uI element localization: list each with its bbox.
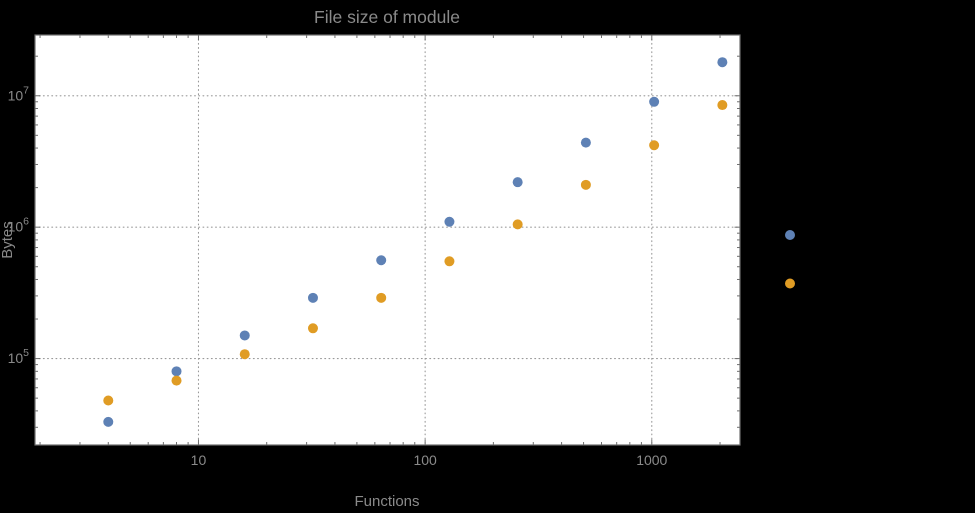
tick-labels-layer: 10 100 1000 105 106 107 — [8, 84, 668, 468]
y-tick-label: 106 — [8, 216, 30, 235]
x-axis-label: Functions — [354, 493, 419, 510]
data-point-series-1 — [171, 366, 182, 377]
legend-marker-series-2 — [785, 278, 795, 289]
legend — [785, 230, 795, 289]
plot-area — [35, 35, 740, 445]
data-point-series-1 — [103, 416, 114, 427]
x-tick-label: 100 — [413, 452, 437, 468]
x-tick-label: 10 — [191, 452, 207, 468]
data-point-series-1 — [512, 177, 523, 188]
data-point-series-2 — [103, 395, 114, 406]
data-point-series-2 — [512, 219, 523, 230]
data-point-series-2 — [580, 179, 591, 190]
data-point-series-1 — [717, 57, 728, 68]
y-tick-label: 107 — [8, 84, 30, 103]
chart-title: File size of module — [314, 7, 460, 27]
data-point-series-1 — [444, 216, 455, 227]
x-tick-label: 1000 — [636, 452, 667, 468]
data-point-series-2 — [239, 349, 250, 360]
data-point-series-1 — [307, 292, 318, 303]
y-axis-label: Bytes — [0, 221, 16, 259]
legend-marker-series-1 — [785, 230, 795, 240]
data-point-series-2 — [376, 292, 387, 303]
data-point-series-1 — [376, 255, 387, 266]
data-point-series-2 — [444, 256, 455, 267]
data-point-series-1 — [649, 96, 660, 107]
data-point-series-2 — [307, 323, 318, 334]
data-point-series-2 — [649, 140, 660, 151]
data-point-series-2 — [171, 375, 182, 386]
data-point-series-2 — [717, 100, 728, 111]
data-point-series-1 — [239, 330, 250, 341]
data-point-series-1 — [580, 137, 591, 148]
y-tick-label: 105 — [8, 347, 30, 366]
plot-frame — [34, 34, 741, 446]
points-layer — [103, 57, 728, 427]
